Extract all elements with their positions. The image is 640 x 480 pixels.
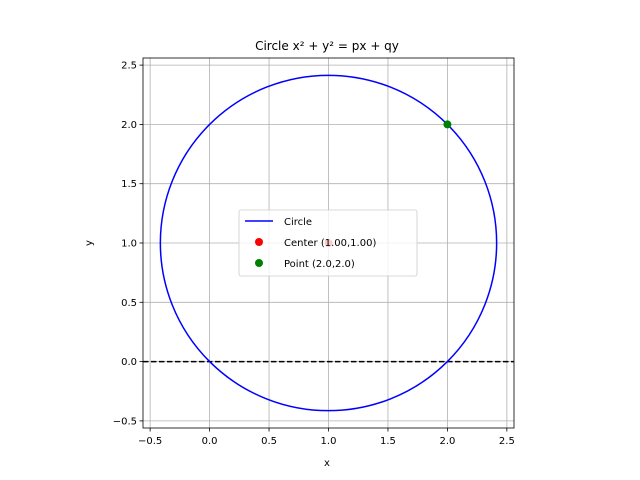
x-tick-label: 1.5 xyxy=(380,436,396,447)
x-tick-label: 1.0 xyxy=(321,436,337,447)
legend-point-swatch xyxy=(255,259,263,267)
x-tick-label: 0.0 xyxy=(202,436,218,447)
y-tick-label: 2.5 xyxy=(121,61,137,72)
x-tick-label: 2.0 xyxy=(439,436,455,447)
legend-box xyxy=(238,209,418,277)
x-tick-label: −0.5 xyxy=(138,436,162,447)
y-tick-label: 0.0 xyxy=(121,357,137,368)
y-tick-label: 2.0 xyxy=(121,120,137,131)
y-tick-label: −0.5 xyxy=(113,416,137,427)
given-point-marker xyxy=(443,120,452,129)
y-axis-label: y xyxy=(84,240,95,246)
legend-point-label: Point (2.0,2.0) xyxy=(284,259,355,270)
y-tick-label: 0.5 xyxy=(121,298,137,309)
legend-point-swatch xyxy=(255,238,263,246)
y-tick-label: 1.0 xyxy=(121,239,137,250)
x-tick-label: 2.5 xyxy=(499,436,515,447)
y-tick-label: 1.5 xyxy=(121,179,137,190)
x-tick-label: 0.5 xyxy=(261,436,277,447)
chart-title: Circle x² + y² = px + qy xyxy=(255,39,399,53)
ticks: −0.5 0.0 0.5 1.0 1.5 2.0 2.5 −0.5 0.0 0.5 1.0 1.5 2.… xyxy=(113,61,515,447)
circle-curve xyxy=(159,74,498,412)
legend: Circle Center (1.00,1.00) Point (2.0,2.0) xyxy=(238,209,418,277)
legend-point-label: Center (1.00,1.00) xyxy=(284,238,376,249)
legend-circle-label: Circle xyxy=(284,217,312,228)
x-axis-label: x xyxy=(324,458,330,469)
